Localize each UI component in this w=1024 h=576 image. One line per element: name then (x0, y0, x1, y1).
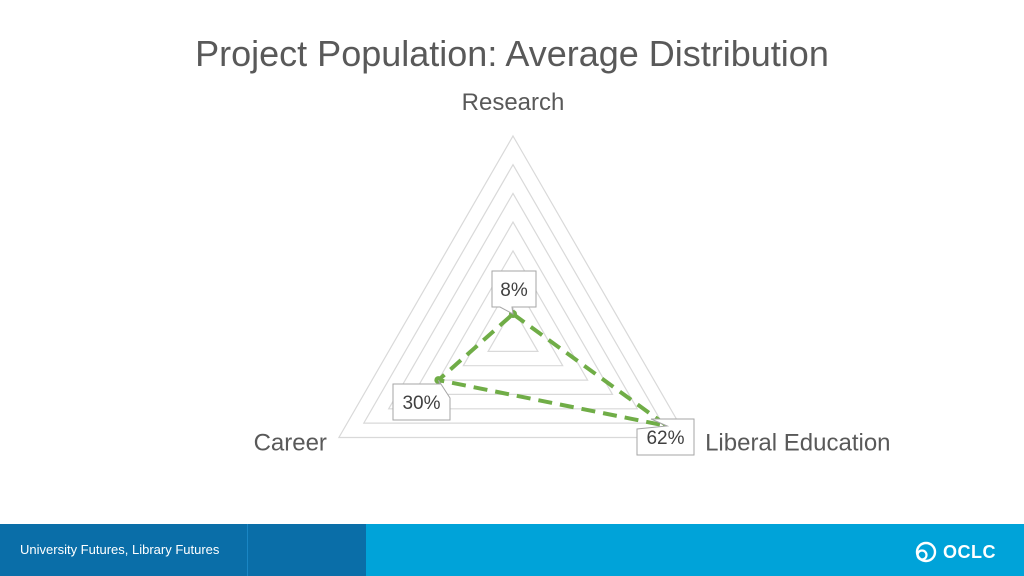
grid-ring (412, 220, 614, 395)
radar-chart: Research Liberal Education Career 8% 62%… (254, 89, 891, 457)
data-label-liberal-education: 62% (636, 418, 695, 456)
grid-ring (387, 192, 639, 410)
chart-title: Project Population: Average Distribution (195, 33, 829, 74)
svg-text:30%: 30% (402, 393, 440, 414)
radar-series (434, 310, 672, 430)
svg-text:8%: 8% (500, 280, 528, 301)
data-label-career: 30% (392, 379, 451, 421)
radar-grid (337, 134, 689, 439)
footer-text: University Futures, Library Futures (20, 542, 220, 557)
axis-label-research: Research (462, 89, 565, 116)
grid-ring (437, 249, 589, 381)
data-label-research: 8% (491, 270, 537, 315)
footer-right-panel: OCLC (366, 524, 1024, 576)
grid-ring (462, 278, 564, 367)
footer-bar: University Futures, Library Futures OCLC (0, 524, 1024, 576)
footer-mid-panel (248, 524, 366, 576)
radar-axis-labels: Research Liberal Education Career (254, 89, 891, 457)
series-line (436, 312, 670, 428)
svg-text:62%: 62% (646, 428, 684, 449)
oclc-logo: OCLC (913, 540, 996, 564)
grid-ring (487, 307, 539, 352)
axis-label-liberal-education: Liberal Education (705, 430, 890, 457)
oclc-logo-text: OCLC (943, 541, 996, 562)
footer-left-panel: University Futures, Library Futures (0, 524, 248, 576)
oclc-logo-icon (915, 541, 937, 563)
grid-ring (362, 163, 664, 424)
grid-ring (337, 134, 689, 439)
radar-data-labels: 8% 62% 30% (392, 270, 695, 456)
axis-label-career: Career (254, 430, 327, 457)
